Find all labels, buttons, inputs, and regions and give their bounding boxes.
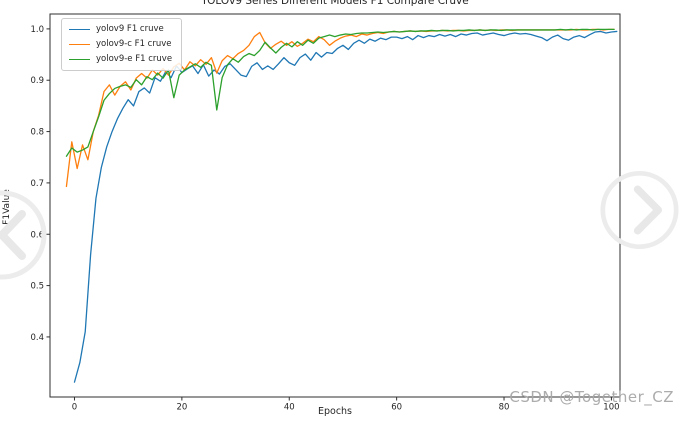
legend-item: yolov9-e F1 cruve <box>69 54 172 65</box>
legend-label: yolov9 F1 cruve <box>96 24 164 34</box>
legend-item: yolov9-c F1 cruve <box>69 39 172 50</box>
legend: yolov9 F1 cruve yolov9-c F1 cruve yolov9… <box>61 18 183 71</box>
y-tick-label: 0.7 <box>30 179 44 189</box>
y-tick-label: 1.0 <box>30 25 44 35</box>
legend-line-swatch <box>69 29 90 30</box>
x-tick-label: 100 <box>603 403 619 413</box>
x-tick-label: 0 <box>72 403 77 413</box>
x-axis-label: Epochs <box>317 406 353 417</box>
legend-line-swatch <box>69 44 90 45</box>
chevron-left-icon[interactable] <box>0 189 48 281</box>
y-tick-label: 0.4 <box>30 333 44 343</box>
chart-title: YOLOv9 Series Different Models F1 Compar… <box>201 0 469 7</box>
legend-item: yolov9 F1 cruve <box>69 24 172 35</box>
x-tick-label: 40 <box>284 403 295 413</box>
watermark: CSDN @Together_CZ <box>509 388 674 406</box>
y-tick-label: 0.5 <box>30 282 44 292</box>
y-tick-label: 0.8 <box>30 128 44 138</box>
series-line-yolov9-e <box>65 28 615 157</box>
x-tick-label: 80 <box>499 403 510 413</box>
x-tick-label: 60 <box>391 403 402 413</box>
legend-line-swatch <box>69 59 90 60</box>
y-tick-label: 0.9 <box>30 76 44 86</box>
y-tick-label: 0.6 <box>30 230 44 240</box>
series-line-yolov9 <box>73 30 618 383</box>
chevron-right-icon[interactable] <box>600 168 679 252</box>
x-tick-label: 20 <box>176 403 187 413</box>
axes-spines <box>49 13 621 398</box>
legend-label: yolov9-c F1 cruve <box>96 39 172 49</box>
legend-label: yolov9-e F1 cruve <box>96 54 173 64</box>
